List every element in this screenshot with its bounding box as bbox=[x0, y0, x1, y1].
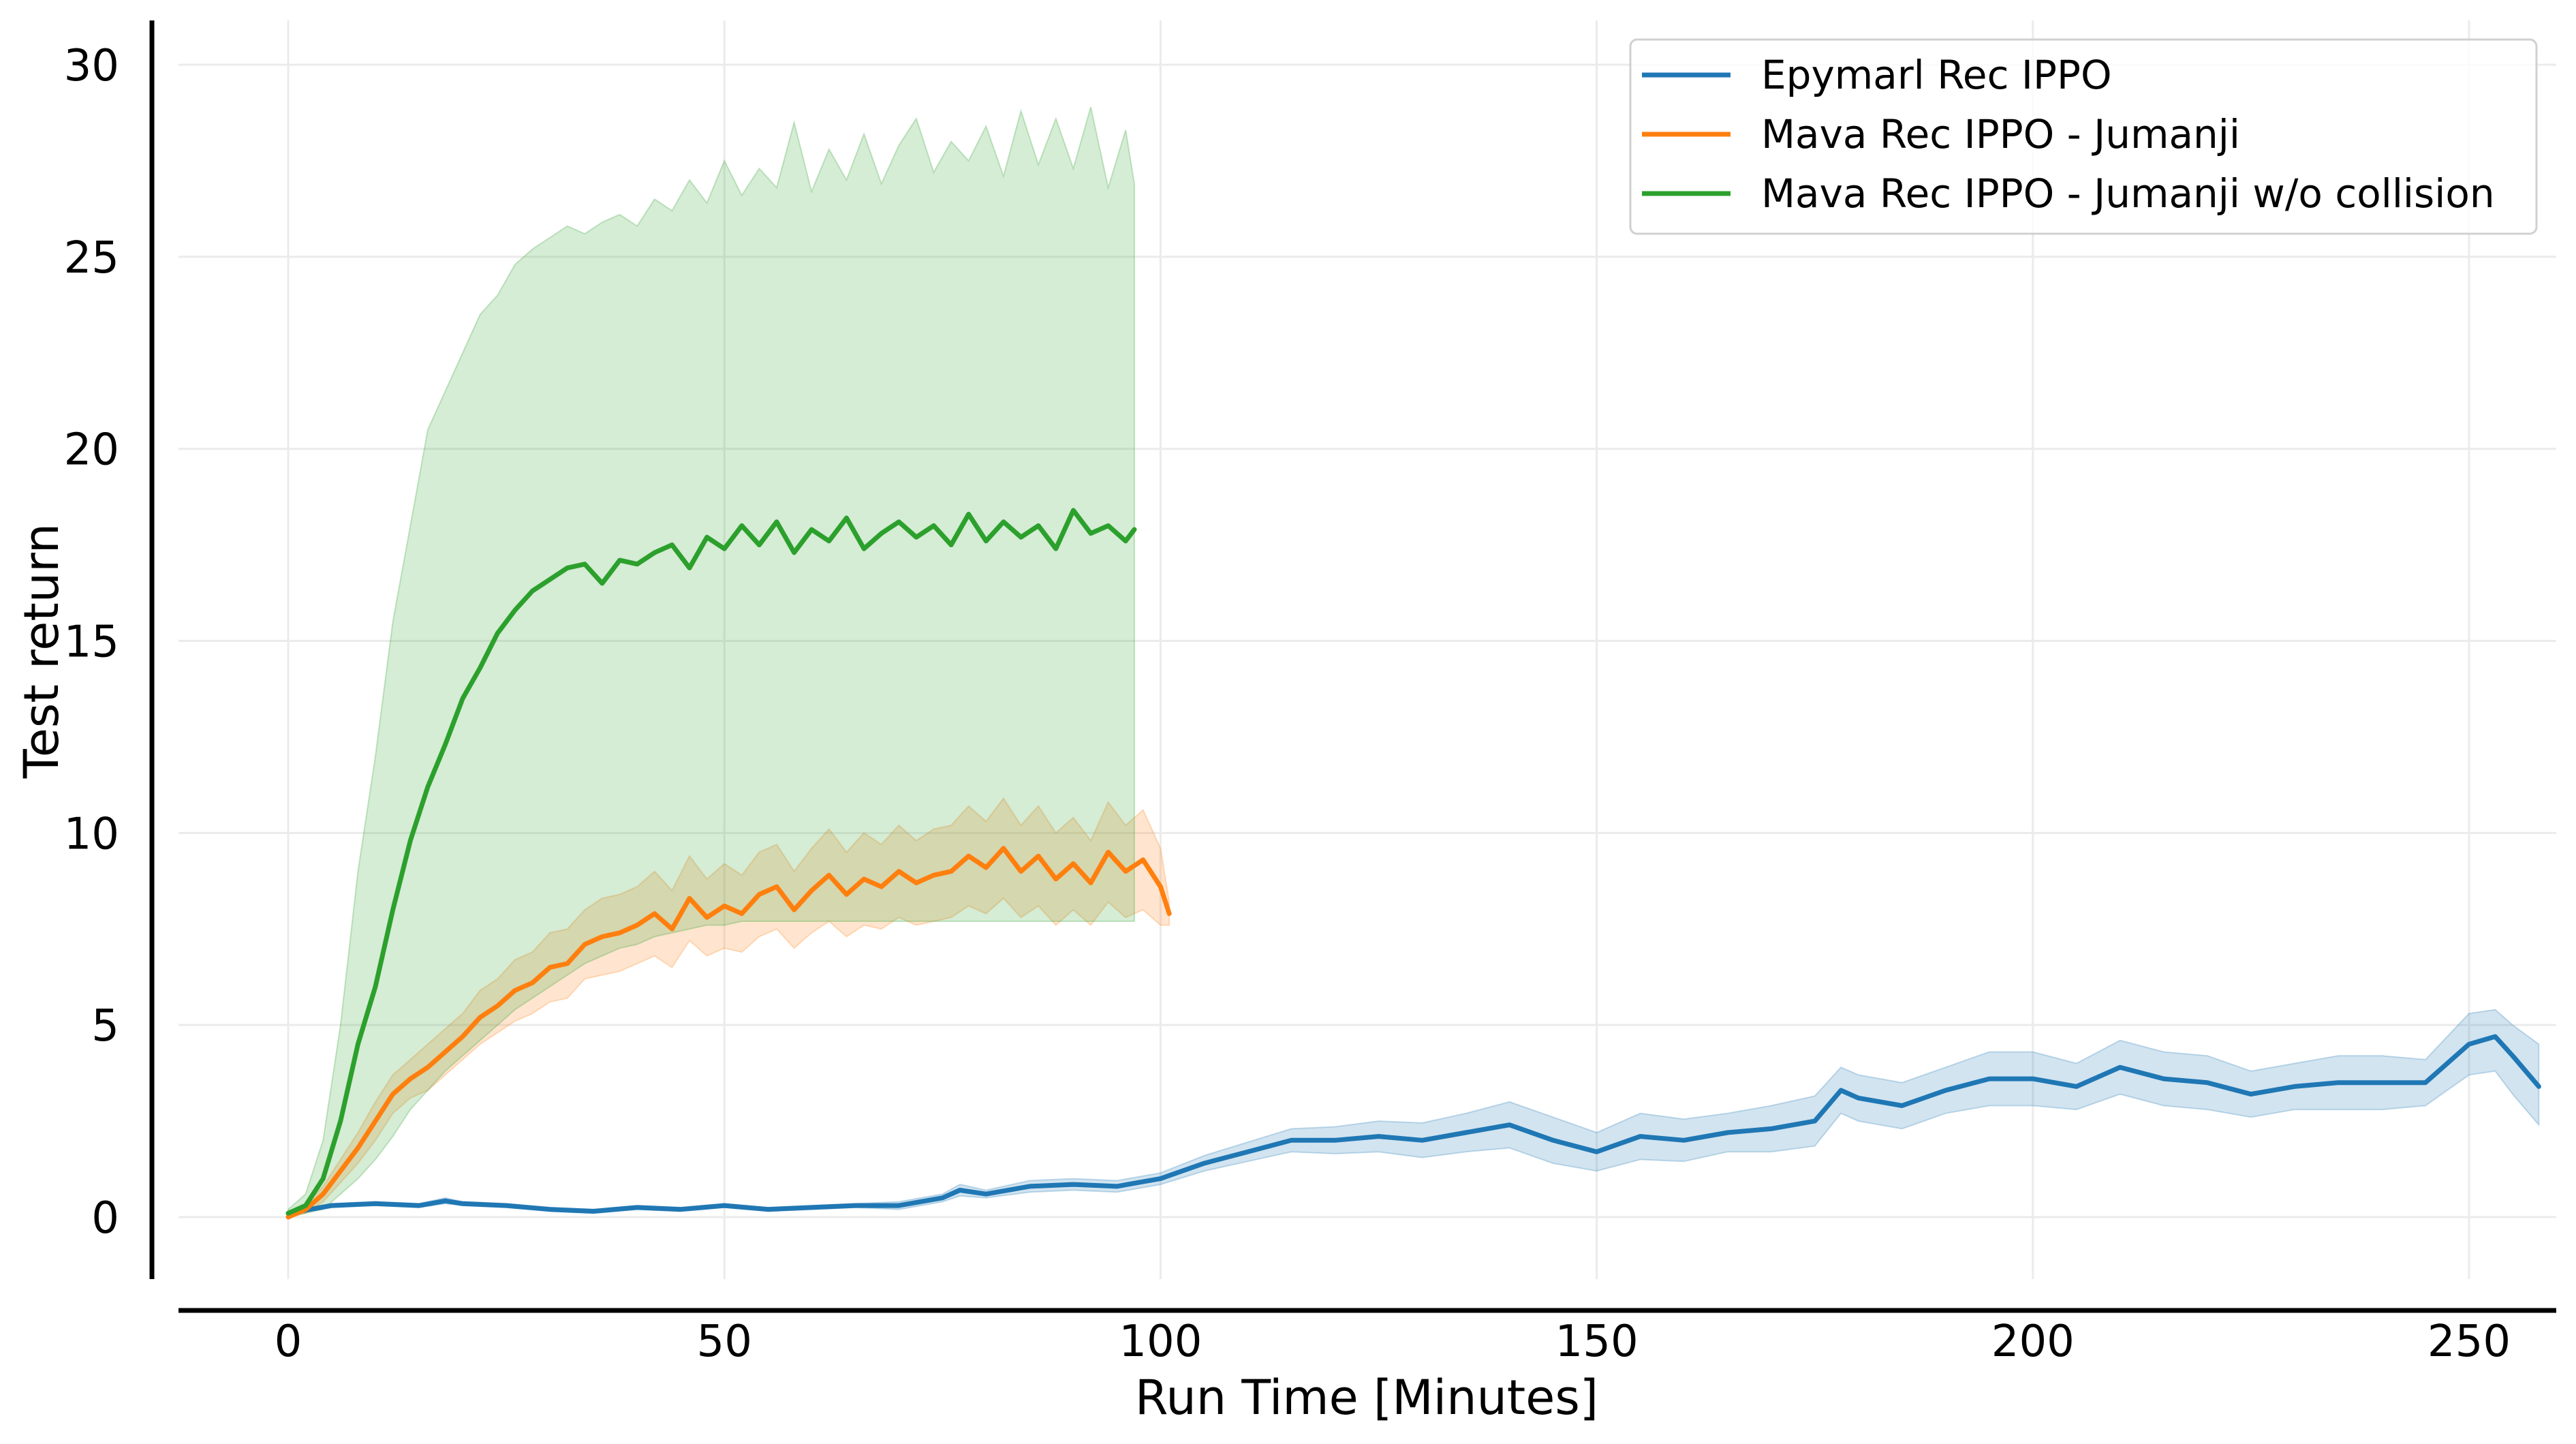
y-tick-label: 20 bbox=[64, 425, 119, 476]
epymarl-rec-ippo-band bbox=[288, 1009, 2540, 1216]
y-axis-label: Test return bbox=[14, 523, 69, 779]
mava-rec-ippo-jumanji-w-o-collision-band bbox=[288, 106, 1135, 1218]
legend-label: Mava Rec IPPO - Jumanji w/o collision bbox=[1761, 170, 2495, 217]
y-tick-label: 30 bbox=[64, 41, 119, 91]
mava-rec-ippo-jumanji-w-o-collision-line bbox=[285, 508, 1137, 1216]
series-lines bbox=[285, 508, 2541, 1220]
x-tick-label: 100 bbox=[1119, 1317, 1202, 1367]
legend-box bbox=[1629, 38, 2538, 235]
y-tick-labels: 0 5 10 15 20 25 30 bbox=[64, 41, 119, 1244]
axes bbox=[149, 20, 2556, 1313]
mava-rec-ippo-jumanji-line bbox=[285, 846, 1172, 1220]
x-tick-label: 50 bbox=[696, 1317, 751, 1367]
y-tick-label: 15 bbox=[64, 617, 119, 668]
mava-rec-ippo-jumanji-band bbox=[288, 797, 1170, 1218]
x-tick-label: 250 bbox=[2427, 1317, 2511, 1367]
y-tick-label: 5 bbox=[91, 1001, 119, 1051]
y-tick-label: 10 bbox=[64, 809, 119, 859]
x-tick-label: 150 bbox=[1555, 1317, 1639, 1367]
x-tick-label: 0 bbox=[275, 1317, 302, 1367]
legend-label: Epymarl Rec IPPO bbox=[1761, 52, 2112, 98]
epymarl-rec-ippo-line bbox=[285, 1034, 2541, 1216]
x-tick-label: 200 bbox=[1991, 1317, 2075, 1367]
y-tick-label: 0 bbox=[91, 1193, 119, 1244]
legend: Epymarl Rec IPPO Mava Rec IPPO - Jumanji M… bbox=[1629, 38, 2538, 235]
x-tick-labels: 0 50 100 150 200 250 bbox=[275, 1317, 2511, 1367]
y-tick-label: 25 bbox=[64, 233, 119, 283]
x-axis-label: Run Time [Minutes] bbox=[1135, 1370, 1598, 1426]
legend-label: Mava Rec IPPO - Jumanji bbox=[1761, 111, 2240, 157]
confidence-bands bbox=[288, 106, 2540, 1218]
